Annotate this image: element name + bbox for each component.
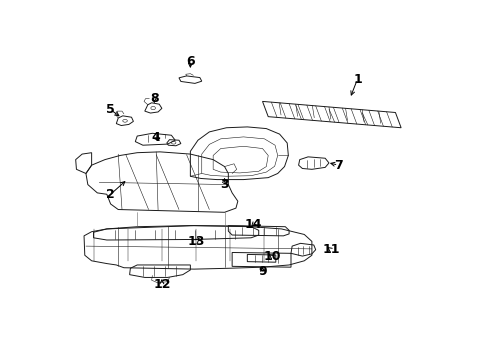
Text: 8: 8 bbox=[150, 92, 159, 105]
Text: 5: 5 bbox=[106, 103, 115, 116]
Text: 3: 3 bbox=[220, 178, 229, 191]
Text: 6: 6 bbox=[186, 55, 195, 68]
Text: 9: 9 bbox=[258, 265, 267, 278]
Text: 2: 2 bbox=[106, 188, 115, 201]
Text: 11: 11 bbox=[322, 243, 340, 256]
Text: 4: 4 bbox=[152, 131, 161, 144]
Text: 14: 14 bbox=[245, 218, 262, 231]
Text: 12: 12 bbox=[153, 278, 171, 291]
Text: 10: 10 bbox=[263, 250, 281, 263]
Text: 13: 13 bbox=[187, 235, 205, 248]
Text: 7: 7 bbox=[334, 159, 343, 172]
Text: 1: 1 bbox=[353, 73, 362, 86]
